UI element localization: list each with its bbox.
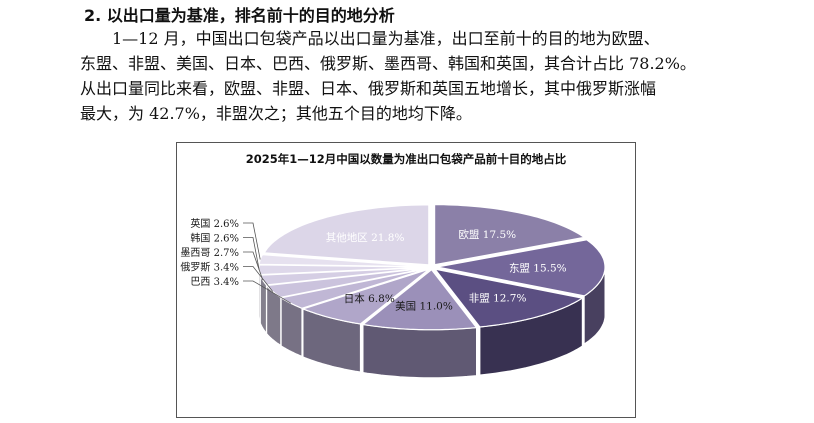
paragraph-line: 从出口量同比来看，欧盟、非盟、日本、俄罗斯和英国五地增长，其中俄罗斯涨幅 (80, 79, 657, 98)
pie-slice-1 (436, 239, 606, 297)
slice-label: 东盟 15.5% (509, 262, 567, 275)
pie-chart-frame: 2025年1—12月中国以数量为准出口包袋产品前十目的地占比 欧盟 17.5% 东… (176, 142, 636, 418)
slice-label: 俄罗斯 3.4% (180, 261, 239, 274)
slice-label: 巴西 3.4% (190, 276, 239, 288)
slice-label: 墨西哥 2.7% (180, 247, 239, 259)
pie-slice-3 (361, 268, 478, 331)
leader-line (243, 280, 292, 304)
chart-title: 2025年1—12月中国以数量为准出口包袋产品前十目的地占比 (246, 152, 567, 166)
paragraph-line: 最大，为 42.7%，非盟次之；其他五个目的地均下降。 (80, 104, 472, 123)
slice-label: 其他地区 21.8% (326, 231, 405, 244)
section-heading: 2. 以出口量为基准，排名前十的目的地分析 (84, 6, 395, 25)
slice-label: 英国 2.6% (190, 217, 239, 230)
pie-slice-0 (434, 204, 586, 266)
slice-label: 美国 11.0% (395, 300, 453, 313)
pie-side-slice-3 (362, 323, 477, 379)
leader-line (243, 237, 260, 270)
pie-slice-2 (433, 268, 584, 328)
pie-slice-10 (263, 204, 430, 266)
leader-line (243, 251, 264, 281)
leader-line (243, 222, 261, 260)
leader-line (243, 266, 274, 292)
pie-chart: 2025年1—12月中国以数量为准出口包袋产品前十目的地占比 欧盟 17.5% 东… (180, 152, 606, 379)
slice-label: 欧盟 17.5% (458, 229, 516, 241)
pie-slice-4 (301, 268, 430, 325)
slice-label: 非盟 12.7% (469, 292, 527, 304)
slice-label: 韩国 2.6% (190, 232, 239, 245)
slice-label: 日本 6.8% (344, 292, 395, 305)
analysis-paragraph: 1—12 月，中国出口包袋产品以出口量为基准，出口至前十的目的地为欧盟、 东盟、… (80, 26, 760, 126)
paragraph-line: 1—12 月，中国出口包袋产品以出口量为基准，出口至前十的目的地为欧盟、 (112, 29, 660, 48)
paragraph-line: 东盟、非盟、美国、日本、巴西、俄罗斯、墨西哥、韩国和英国，其合计占比 78.2%… (80, 54, 696, 73)
pie-slice-9 (258, 254, 428, 268)
